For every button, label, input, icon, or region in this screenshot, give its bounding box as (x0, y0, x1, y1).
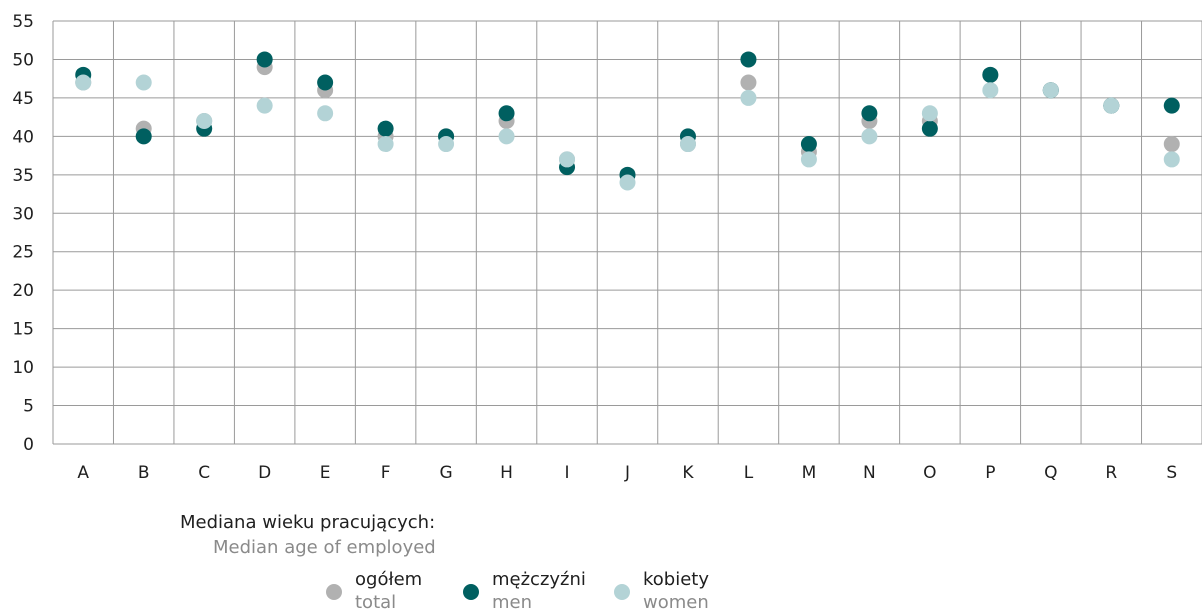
data-point-men (921, 120, 938, 137)
y-tick-label: 15 (12, 320, 34, 340)
data-point-women (1163, 151, 1180, 168)
data-point-men (317, 74, 334, 91)
legend-label-en: men (492, 592, 533, 613)
data-point-men (498, 105, 515, 122)
y-axis-ticks: 0 5 10 15 20 25 30 35 40 45 50 55 (12, 12, 34, 455)
data-point-women (921, 105, 938, 122)
data-point-women (377, 136, 394, 153)
scatter-chart: 0 5 10 15 20 25 30 35 40 45 50 55 A B C D E F G H I J K L M N O P Q… (12, 12, 1202, 483)
data-point-total (740, 74, 757, 91)
y-tick-label: 10 (12, 358, 34, 378)
y-tick-label: 40 (12, 127, 34, 147)
data-point-men (740, 51, 757, 68)
legend-dot-icon (614, 584, 630, 600)
x-tick-label: I (565, 463, 570, 483)
data-point-women (1042, 82, 1059, 99)
data-point-women (861, 128, 878, 145)
x-tick-label: Q (1044, 463, 1057, 483)
data-point-women (619, 174, 636, 191)
data-point-women (800, 151, 817, 168)
x-tick-label: M (802, 463, 817, 483)
x-tick-label: J (624, 463, 630, 483)
y-tick-label: 35 (12, 166, 34, 186)
data-point-women (740, 89, 757, 106)
data-point-women (498, 128, 515, 145)
y-tick-label: 55 (12, 12, 34, 32)
data-point-women (1103, 97, 1120, 114)
legend-dot-icon (463, 584, 479, 600)
y-tick-label: 45 (12, 89, 34, 109)
data-point-men (1163, 97, 1180, 114)
x-tick-label: P (985, 463, 995, 483)
y-tick-label: 0 (23, 435, 34, 455)
grid (52, 20, 1202, 445)
data-point-women (75, 74, 92, 91)
data-point-women (256, 97, 273, 114)
data-point-men (256, 51, 273, 68)
legend-title: Mediana wieku pracujących: (180, 512, 436, 533)
data-point-women (559, 151, 576, 168)
x-tick-label: H (500, 463, 513, 483)
data-points (75, 51, 1180, 191)
x-axis-ticks: A B C D E F G H I J K L M N O P Q R S (77, 463, 1177, 483)
x-tick-label: B (138, 463, 150, 483)
legend-dot-icon (326, 584, 342, 600)
legend-label: mężczyźni (492, 569, 586, 590)
data-point-total (1163, 136, 1180, 153)
x-tick-label: C (198, 463, 210, 483)
legend-label: ogółem (355, 569, 423, 590)
data-point-men (982, 66, 999, 83)
y-tick-label: 5 (23, 397, 34, 417)
legend-subtitle: Median age of employed (213, 537, 436, 558)
legend-label-en: total (355, 592, 397, 613)
y-tick-label: 50 (12, 50, 34, 70)
data-point-women (135, 74, 152, 91)
x-tick-label: L (744, 463, 754, 483)
x-tick-label: K (682, 463, 694, 483)
x-tick-label: A (77, 463, 89, 483)
x-tick-label: N (863, 463, 876, 483)
x-tick-label: S (1166, 463, 1177, 483)
x-tick-label: D (258, 463, 271, 483)
data-point-men (861, 105, 878, 122)
data-point-women (438, 136, 455, 153)
data-point-women (982, 82, 999, 99)
legend-label-en: women (643, 592, 709, 613)
x-tick-label: O (923, 463, 936, 483)
y-tick-label: 20 (12, 281, 34, 301)
legend-label: kobiety (643, 569, 710, 590)
data-point-men (377, 120, 394, 137)
x-tick-label: G (439, 463, 452, 483)
y-tick-label: 25 (12, 243, 34, 263)
y-tick-label: 30 (12, 204, 34, 224)
data-point-women (317, 105, 334, 122)
data-point-men (800, 136, 817, 153)
data-point-women (679, 136, 696, 153)
data-point-women (196, 112, 213, 129)
x-tick-label: R (1105, 463, 1117, 483)
x-tick-label: E (320, 463, 331, 483)
data-point-men (135, 128, 152, 145)
x-tick-label: F (381, 463, 391, 483)
